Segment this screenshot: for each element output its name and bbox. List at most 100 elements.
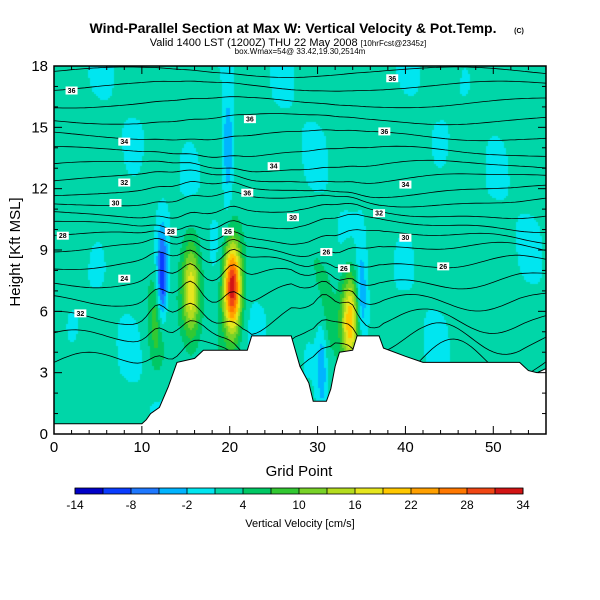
contour-label: 34	[120, 139, 128, 146]
contour-label-bg	[243, 115, 256, 124]
y-tick-label: 0	[40, 426, 48, 443]
isentrope-line	[54, 213, 546, 233]
isentrope-line	[54, 191, 546, 208]
contour-label: 32	[120, 180, 128, 187]
isentrope-line	[54, 159, 546, 173]
colorbar-tick-label: 34	[516, 498, 530, 512]
x-tick-label: 0	[50, 439, 58, 456]
contour-label-bg	[378, 127, 391, 136]
isentrope-line	[54, 294, 546, 335]
colorbar-segment	[327, 488, 356, 494]
contour-label: 28	[59, 233, 67, 240]
chart-subtitle-2: box.Wmax=54@ 33.42,19.30,2514m	[235, 47, 366, 56]
plot-area: 36 36 36 36 34 34 34 32 36 30 32 28 28 26 30 30 26 26 26 24…	[53, 65, 547, 435]
isentrope-line	[54, 80, 546, 92]
contour-label: 30	[112, 200, 120, 207]
colorbar-segment	[299, 488, 328, 494]
contour-label-bg	[164, 227, 177, 236]
y-tick-label: 12	[31, 181, 48, 198]
isentrope-line	[54, 66, 546, 78]
contour-label-bg	[74, 309, 87, 318]
contour-label: 36	[246, 117, 254, 124]
colorbar: -14 -8 -2 4 10 16 22 28 34	[66, 487, 530, 512]
contour-label-bg	[241, 188, 254, 197]
contour-label-bg	[437, 262, 450, 271]
contour-label-bg	[56, 231, 69, 240]
colorbar-segment	[159, 488, 188, 494]
x-axis: 0 10 20 30 40 50	[50, 66, 529, 456]
isentrope-line	[54, 129, 546, 142]
isentrope-line	[54, 238, 546, 257]
chart-title-mark: (C)	[514, 28, 524, 35]
y-tick-label: 15	[31, 119, 48, 136]
isentrope-line	[54, 181, 546, 199]
x-tick-label: 50	[485, 439, 502, 456]
contour-label: 26	[439, 264, 447, 271]
x-axis-label: Grid Point	[266, 463, 334, 480]
isentrope-line	[54, 280, 546, 312]
colorbar-tick-label: 16	[348, 498, 362, 512]
colorbar-tick-label: 22	[404, 498, 418, 512]
contour-label-bg	[386, 74, 399, 83]
y-axis-label: Height [Kft MSL]	[7, 197, 24, 306]
colorbar-segment	[439, 488, 468, 494]
contour-label: 36	[68, 88, 76, 95]
chart-subtitle: Valid 1400 LST (1200Z) THU 22 May 2008 […	[150, 37, 426, 49]
y-tick-label: 3	[40, 365, 48, 382]
contour-label-bg	[267, 162, 280, 171]
x-tick-label: 30	[309, 439, 326, 456]
contour-label-bg	[337, 264, 350, 273]
y-tick-label: 18	[31, 58, 48, 75]
terrain-mask	[54, 335, 546, 434]
contour-label-bg	[65, 86, 78, 95]
contour-label-bg	[286, 213, 299, 222]
isentrope-line	[54, 113, 546, 126]
colorbar-tick-label: -2	[182, 498, 193, 512]
isentrope-line	[54, 263, 546, 290]
isentrope-line	[54, 202, 546, 219]
colorbar-tick-label: 28	[460, 498, 474, 512]
contour-label-bg	[118, 137, 131, 146]
isentrope-lines	[54, 66, 546, 386]
colorbar-tick-label: -14	[66, 498, 84, 512]
colorbar-segment	[75, 488, 104, 494]
contour-label: 36	[380, 129, 388, 136]
colorbar-segment	[383, 488, 412, 494]
contour-label: 34	[402, 182, 410, 189]
contour-label: 36	[388, 76, 396, 83]
colorbar-segment	[215, 488, 244, 494]
colorbar-segment	[495, 488, 524, 494]
isentrope-line	[54, 96, 546, 109]
colorbar-tick-label: 4	[240, 498, 247, 512]
contour-labels: 36 36 36 36 34 34 34 32 36 30 32 28 28 26 30 30 26 26 26 24…	[56, 74, 450, 318]
x-tick-label: 20	[221, 439, 238, 456]
isentrope-line	[54, 319, 546, 364]
colorbar-segment	[411, 488, 440, 494]
contour-label-bg	[373, 209, 386, 218]
colorbar-segment	[467, 488, 496, 494]
isentrope-line	[54, 169, 546, 184]
colorbar-label: Vertical Velocity [cm/s]	[245, 518, 354, 530]
colorbar-segment	[131, 488, 160, 494]
chart-title: Wind-Parallel Section at Max W: Vertical…	[89, 20, 496, 36]
contour-label: 32	[375, 211, 383, 218]
contour-label: 26	[322, 250, 330, 257]
y-tick-label: 9	[40, 242, 48, 259]
y-tick-label: 6	[40, 303, 48, 320]
contour-label: 24	[120, 276, 128, 283]
isentrope-line	[54, 229, 546, 245]
isentrope-line	[54, 248, 546, 271]
contour-label: 26	[224, 229, 232, 236]
contour-label-bg	[118, 274, 131, 283]
isentrope-line	[54, 145, 546, 158]
contour-label-bg	[320, 248, 333, 257]
contour-label: 28	[167, 229, 175, 236]
contour-label: 32	[76, 311, 84, 318]
contour-label: 30	[402, 235, 410, 242]
colorbar-segment	[187, 488, 216, 494]
contour-label-bg	[118, 178, 131, 187]
colorbar-tick-label: 10	[292, 498, 306, 512]
contour-label-bg	[109, 198, 122, 207]
